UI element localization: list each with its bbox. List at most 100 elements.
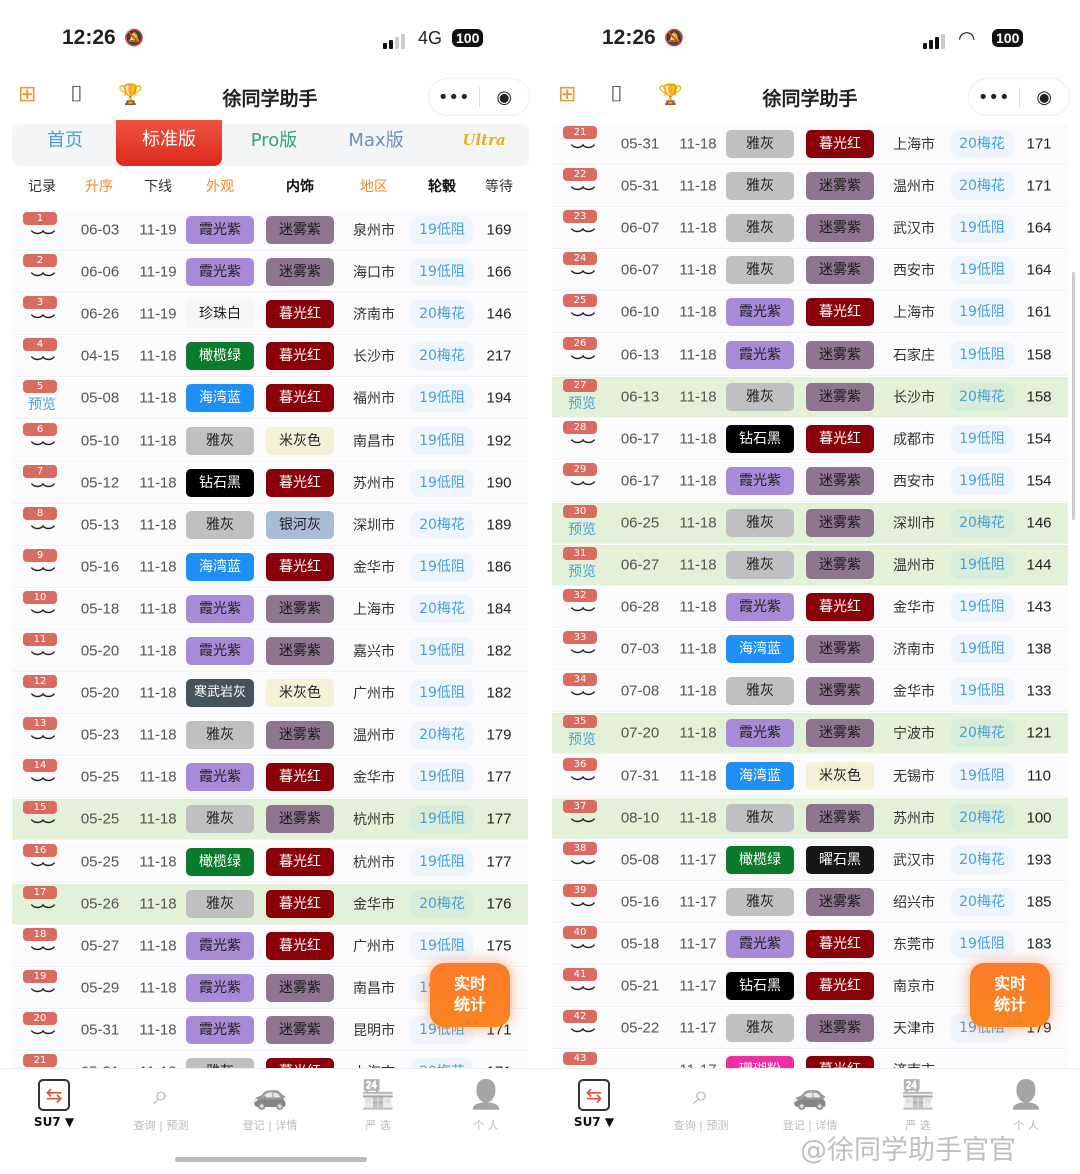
tab-query-predict[interactable]: ⌕ 查询 | 预测 — [656, 1077, 746, 1133]
tab-selection[interactable]: 🏪 严 选 — [333, 1077, 423, 1133]
eye-closed-icon[interactable]: ︶︶ — [30, 230, 55, 246]
eye-closed-icon[interactable]: ︶︶ — [570, 355, 595, 370]
eye-closed-icon[interactable]: ︶︶ — [30, 441, 55, 456]
trophy-icon[interactable]: 🏆 — [658, 82, 683, 106]
tab-standard[interactable]: 标准版 — [116, 120, 222, 166]
home-indicator[interactable] — [175, 1157, 367, 1162]
preview-link[interactable]: 预览 — [568, 521, 596, 538]
table-row[interactable]: 33 ︶︶ 07-03 11-18 海湾蓝 迷雾紫 济南市 19低阻 138 — [552, 629, 1068, 671]
table-row[interactable]: 17 ︶︶ 05-26 11-18 雅灰 暮光红 金华市 20梅花 176 — [12, 883, 528, 925]
table-row[interactable]: 22 ︶︶ 05-31 11-18 雅灰 迷雾紫 温州市 20梅花 171 — [552, 166, 1068, 208]
tab-query-predict[interactable]: ⌕ 查询 | 预测 — [116, 1077, 206, 1133]
table-row[interactable]: 5 预览 05-08 11-18 海湾蓝 暮光红 福州市 19低阻 194 — [12, 378, 528, 420]
table-row[interactable]: 38 ︶︶ 05-08 11-17 橄榄绿 曜石黑 武汉市 20梅花 193 — [552, 839, 1068, 881]
table-row[interactable]: 6 ︶︶ 05-10 11-18 雅灰 米灰色 南昌市 19低阻 192 — [12, 420, 528, 462]
table-row[interactable]: 39 ︶︶ 05-16 11-17 雅灰 迷雾紫 绍兴市 20梅花 185 — [552, 881, 1068, 923]
preview-link[interactable]: 预览 — [28, 397, 56, 414]
table-row[interactable]: 37 ︶︶ 08-10 11-18 雅灰 迷雾紫 苏州市 20梅花 100 — [552, 797, 1068, 839]
eye-closed-icon[interactable]: ︶︶ — [570, 776, 595, 791]
eye-closed-icon[interactable]: ︶︶ — [30, 272, 55, 288]
eye-closed-icon[interactable]: ︶︶ — [570, 481, 595, 497]
table-row[interactable]: 9 ︶︶ 05-16 11-18 海湾蓝 暮光红 金华市 19低阻 186 — [12, 546, 528, 588]
table-row[interactable]: 8 ︶︶ 05-13 11-18 雅灰 银河灰 深圳市 20梅花 189 — [12, 504, 528, 546]
eye-closed-icon[interactable]: ︶︶ — [30, 525, 55, 541]
eye-closed-icon[interactable]: ︶︶ — [30, 567, 55, 583]
preview-link[interactable]: 预览 — [568, 732, 596, 749]
eye-closed-icon[interactable]: ︶︶ — [30, 988, 55, 1004]
close-target-icon[interactable]: ◉ — [1036, 86, 1053, 108]
table-row[interactable]: 31 预览 06-27 11-18 雅灰 迷雾紫 温州市 19低阻 144 — [552, 545, 1068, 586]
table-row[interactable]: 24 ︶︶ 06-07 11-18 雅灰 迷雾紫 西安市 19低阻 164 — [552, 250, 1068, 292]
table-row[interactable]: 16 ︶︶ 05-25 11-18 橄榄绿 暮光红 杭州市 19低阻 177 — [12, 841, 528, 883]
eye-closed-icon[interactable]: ︶︶ — [30, 777, 55, 793]
grid-menu-icon[interactable]: ⊞ — [558, 82, 577, 107]
scan-icon[interactable]: ⌷ — [70, 82, 84, 107]
eye-closed-icon[interactable]: ︶︶ — [30, 862, 55, 877]
table-row[interactable]: 12 ︶︶ 05-20 11-18 寒武岩灰 米灰色 广州市 19低阻 182 — [12, 673, 528, 715]
table-row[interactable]: 40 ︶︶ 05-18 11-17 霞光紫 暮光红 东莞市 19低阻 183 — [552, 923, 1068, 965]
tab-selection[interactable]: 🏪 严 选 — [873, 1077, 963, 1133]
tab-home[interactable]: 首页 — [47, 130, 83, 151]
column-header[interactable]: 记录 — [28, 179, 56, 195]
grid-menu-icon[interactable]: ⊞ — [18, 82, 37, 107]
tab-pro[interactable]: Pro版 — [250, 130, 298, 151]
table-row[interactable]: 3 ︶︶ 06-26 11-19 珍珠白 暮光红 济南市 20梅花 146 — [12, 294, 528, 336]
trophy-icon[interactable]: 🏆 — [118, 82, 143, 106]
eye-closed-icon[interactable]: ︶︶ — [30, 651, 55, 667]
table-row[interactable]: 35 预览 07-20 11-18 霞光紫 迷雾紫 宁波市 20梅花 121 — [552, 713, 1068, 755]
eye-closed-icon[interactable]: ︶︶ — [570, 944, 595, 960]
table-row[interactable]: 34 ︶︶ 07-08 11-18 雅灰 迷雾紫 金华市 19低阻 133 — [552, 671, 1068, 713]
eye-closed-icon[interactable]: ︶︶ — [30, 314, 55, 330]
eye-closed-icon[interactable]: ︶︶ — [570, 228, 595, 244]
realtime-stats-button[interactable]: 实时 统计 — [430, 963, 510, 1027]
eye-closed-icon[interactable]: ︶︶ — [30, 609, 55, 625]
table-row[interactable]: 26 ︶︶ 06-13 11-18 霞光紫 迷雾紫 石家庄 19低阻 158 — [552, 334, 1068, 376]
table-row[interactable]: 25 ︶︶ 06-10 11-18 霞光紫 暮光红 上海市 19低阻 161 — [552, 292, 1068, 334]
tab-max[interactable]: Max版 — [348, 130, 404, 151]
scrollbar[interactable] — [1072, 272, 1075, 520]
eye-closed-icon[interactable]: ︶︶ — [30, 693, 55, 709]
table-row[interactable]: 32 ︶︶ 06-28 11-18 霞光紫 暮光红 金华市 19低阻 143 — [552, 587, 1068, 629]
column-header[interactable]: 升序 — [85, 179, 113, 195]
table-row[interactable]: 30 预览 06-25 11-18 雅灰 迷雾紫 深圳市 20梅花 146 — [552, 502, 1068, 544]
tab-register-detail[interactable]: 🚗 登记 | 详情 — [765, 1077, 855, 1133]
more-icon[interactable]: ••• — [437, 86, 470, 108]
tab-register-detail[interactable]: 🚗 登记 | 详情 — [225, 1077, 315, 1133]
eye-closed-icon[interactable]: ︶︶ — [570, 691, 595, 707]
preview-link[interactable]: 预览 — [568, 395, 596, 412]
tab-model-switch[interactable]: ⇆ SU7 ▼ — [9, 1077, 99, 1129]
table-row[interactable]: 14 ︶︶ 05-25 11-18 霞光紫 暮光红 金华市 19低阻 177 — [12, 757, 528, 799]
eye-closed-icon[interactable]: ︶︶ — [30, 946, 55, 962]
eye-closed-icon[interactable]: ︶︶ — [570, 186, 595, 202]
eye-closed-icon[interactable]: ︶︶ — [30, 735, 55, 751]
table-row[interactable]: 18 ︶︶ 05-27 11-18 霞光紫 暮光红 广州市 19低阻 175 — [12, 925, 528, 967]
tab-profile[interactable]: 👤 个 人 — [441, 1077, 531, 1133]
table-row[interactable]: 2 ︶︶ 06-06 11-19 霞光紫 迷雾紫 海口市 19低阻 166 — [12, 252, 528, 294]
eye-closed-icon[interactable]: ︶︶ — [570, 439, 595, 455]
table-row[interactable]: 4 ︶︶ 04-15 11-18 橄榄绿 暮光红 长沙市 20梅花 217 — [12, 336, 528, 378]
column-header[interactable]: 等待 — [485, 179, 513, 195]
table-row[interactable]: 27 预览 06-13 11-18 雅灰 迷雾紫 长沙市 20梅花 158 — [552, 376, 1068, 418]
eye-closed-icon[interactable]: ︶︶ — [30, 1030, 55, 1046]
table-row[interactable]: 15 ︶︶ 05-25 11-18 雅灰 迷雾紫 杭州市 19低阻 177 — [12, 799, 528, 841]
table-row[interactable]: 1 ︶︶ 06-03 11-19 霞光紫 迷雾紫 泉州市 19低阻 169 — [12, 210, 528, 251]
table-row[interactable]: 28 ︶︶ 06-17 11-18 钻石黑 暮光红 成都市 19低阻 154 — [552, 418, 1068, 460]
eye-closed-icon[interactable]: ︶︶ — [570, 270, 595, 286]
tab-ultra[interactable]: Ultra — [462, 131, 506, 149]
column-header[interactable]: 外观 — [206, 179, 234, 195]
eye-closed-icon[interactable]: ︶︶ — [570, 649, 595, 665]
more-icon[interactable]: ••• — [977, 86, 1010, 108]
eye-closed-icon[interactable]: ︶︶ — [570, 607, 595, 623]
column-header[interactable]: 地区 — [360, 179, 388, 195]
tab-profile[interactable]: 👤 个 人 — [981, 1077, 1071, 1133]
realtime-stats-button[interactable]: 实时 统计 — [970, 963, 1050, 1027]
eye-closed-icon[interactable]: ︶︶ — [570, 860, 595, 876]
eye-closed-icon[interactable]: ︶︶ — [30, 819, 55, 835]
eye-closed-icon[interactable]: ︶︶ — [570, 902, 595, 918]
table-row[interactable]: 11 ︶︶ 05-20 11-18 霞光紫 迷雾紫 嘉兴市 19低阻 182 — [12, 631, 528, 672]
column-header[interactable]: 下线 — [144, 179, 172, 195]
column-header[interactable]: 轮毂 — [428, 179, 456, 195]
table-row[interactable]: 36 ︶︶ 07-31 11-18 海湾蓝 米灰色 无锡市 19低阻 110 — [552, 755, 1068, 797]
